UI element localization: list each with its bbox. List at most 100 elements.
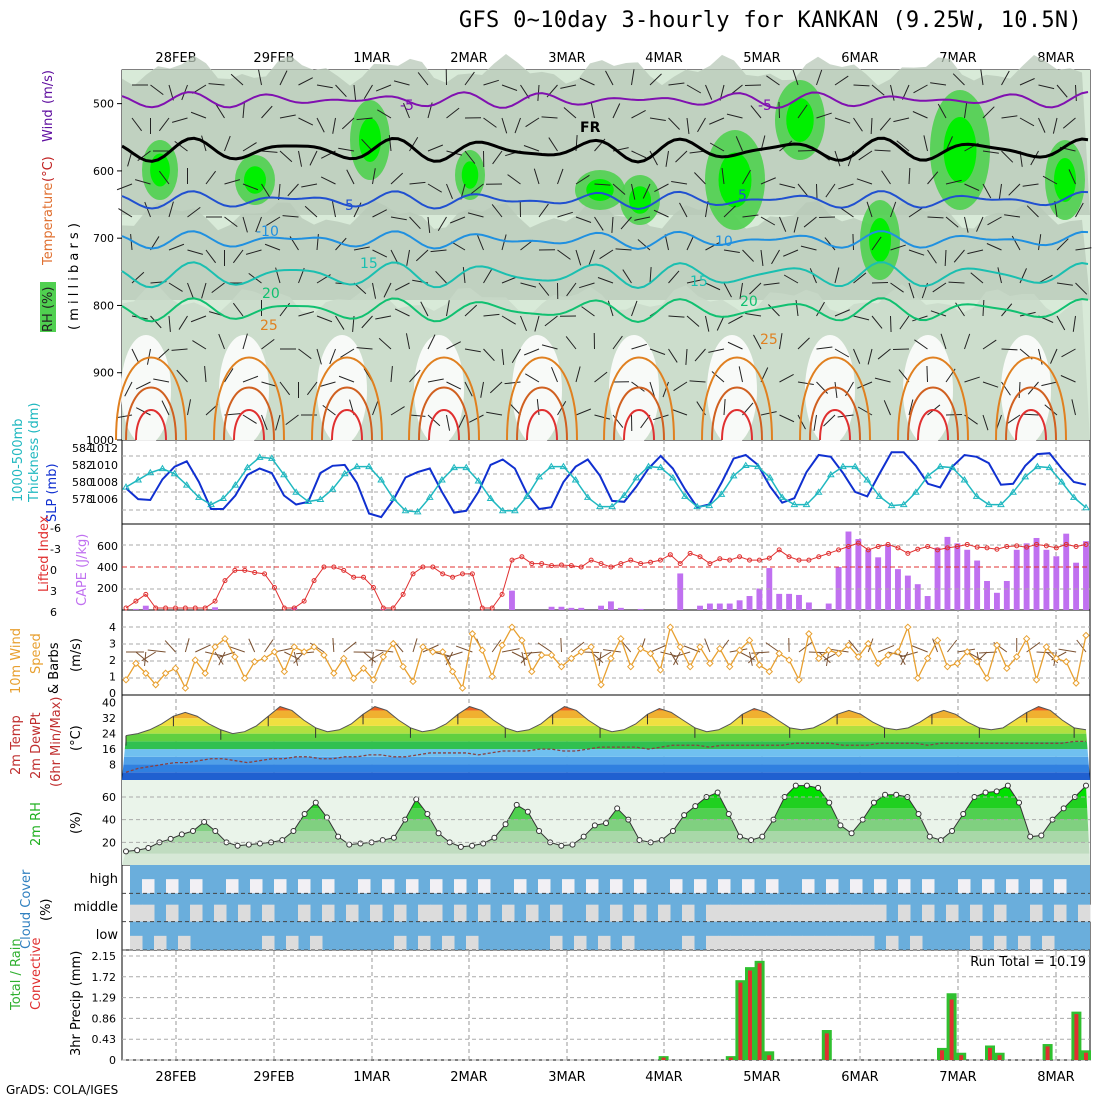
thickness-marker [754,462,762,470]
wind-barb [824,237,836,251]
cape-ytick-label: 400 [97,561,118,574]
thickness-marker [681,492,689,499]
isotherm-35 [721,409,753,441]
wind-barb [557,168,564,185]
thickness-marker [340,469,349,477]
wind-speed-marker [894,648,902,656]
thickness-marker [182,481,191,488]
cloud-level-label: high [90,872,118,887]
isotherm-30 [418,386,470,441]
cloud-gap [262,935,275,950]
wind-speed-marker [904,623,912,631]
cape-bar [548,606,555,610]
cloud-gap [742,879,755,894]
cloud-gap [790,935,803,950]
wind-barb-10m [1058,648,1077,653]
wind-barb [813,414,817,431]
isotherm-30 [516,386,568,441]
cloud-gap [862,935,875,950]
wind-barb [525,117,540,128]
wind-speed-marker [241,674,249,682]
contour-label: 20 [262,286,280,302]
wind-barb [242,414,257,424]
cloud-level-label: low [96,928,119,943]
thickness-marker [717,490,726,497]
thickness-marker [280,470,288,478]
wind-barb [982,150,999,154]
rh2m-unit: (%) [69,812,84,835]
wind-barb [332,117,336,134]
wind-barb [261,414,268,431]
slp-ytick-label: 1008 [90,476,118,489]
wind-barb-10m [368,651,384,662]
rh-marker [189,828,196,834]
wind-barb [612,335,623,350]
wind-speed-marker [676,643,684,651]
wind-barb [1056,84,1068,98]
thickness-marker [997,500,1005,508]
wind-barb [316,348,322,365]
li-marker [182,605,188,611]
precip-convective-bar [1074,1014,1079,1060]
cape-ylabel: CAPE (J/kg) [75,534,90,606]
thickness-marker [195,493,203,500]
cloud-gap [538,879,551,894]
wind-barb [908,282,915,299]
wind-barb [427,378,444,383]
wind-barb [393,80,410,86]
wind-barb [261,183,271,198]
wind-barb [187,206,201,218]
cloud-gap [694,879,707,894]
panel-frame-wind [121,609,1091,696]
wind-barb [363,84,373,99]
wind-barb [867,348,873,365]
wind-barb [409,216,421,230]
wind-barb [257,69,262,86]
wind-speed-marker [567,654,576,663]
temp-ytick-label: 24 [102,728,116,741]
wind-barb [190,315,207,323]
wind-barb [168,282,183,292]
isotherm-25 [799,356,871,441]
wind-barb-10m [412,638,418,653]
wind-barb [797,414,806,430]
cape-bar [845,531,852,610]
wind-barb [1019,78,1035,86]
temp-ytick-label: 16 [102,743,116,756]
cloud-gap [154,935,167,950]
rh-dry-pocket [805,335,855,445]
contour-label: 15 [360,256,378,272]
wind-speed-marker [973,658,981,666]
wind-barb-10m [511,651,528,661]
wind-barb [964,216,969,233]
wind-barb [208,83,225,86]
wind-barb [763,282,780,286]
li-marker [905,550,911,556]
isotherm-30 [711,386,763,441]
wind-barb [168,315,171,332]
wind-barb [779,414,795,423]
wind-barb [285,414,299,426]
cloud-gap [142,904,155,922]
wind-speed-marker [646,649,655,658]
cape-bar [132,608,139,610]
cloud-gap [1078,904,1091,922]
rh-marker [636,837,643,844]
li-marker [232,567,238,573]
cloud-gap [922,904,935,922]
wind-barb [245,249,262,255]
thickness-marker [462,463,471,471]
wind-barb [316,315,333,323]
thickness-marker [644,462,653,470]
cape-bar [885,544,892,610]
wind-ytick-label: 4 [109,621,116,634]
rh-marker [926,833,933,840]
wind-barb [483,269,493,284]
wind-speed-marker [498,641,506,649]
cloud-gap [442,935,455,950]
thickness-marker [474,476,483,484]
wind-barb [594,371,608,383]
wind-barb [563,107,577,119]
cloud-gap [130,904,143,922]
wind-barb [266,216,281,226]
